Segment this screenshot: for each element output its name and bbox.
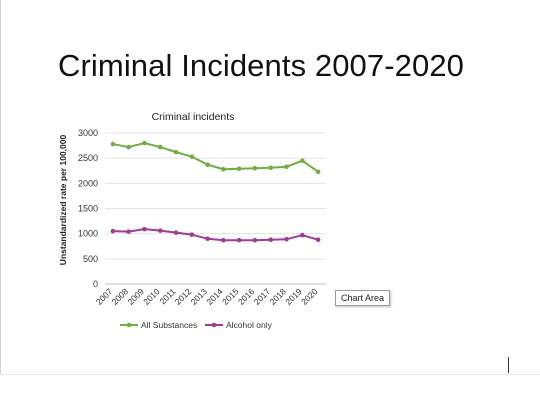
- slide-title[interactable]: Criminal Incidents 2007-2020: [58, 48, 465, 83]
- data-point[interactable]: [142, 226, 147, 232]
- data-point[interactable]: [221, 237, 226, 243]
- data-point[interactable]: [110, 141, 116, 147]
- legend-item[interactable]: Alcohol only: [205, 320, 273, 330]
- text-cursor: [508, 357, 509, 373]
- series-line[interactable]: [111, 142, 320, 173]
- data-point[interactable]: [189, 232, 195, 237]
- legend-marker: [126, 322, 132, 328]
- x-tick-label: 2012: [173, 286, 194, 307]
- data-point[interactable]: [236, 237, 242, 243]
- slide-bottom-edge: [0, 374, 540, 375]
- chart-series[interactable]: [110, 140, 321, 243]
- data-point[interactable]: [205, 162, 210, 168]
- data-point[interactable]: [252, 237, 258, 243]
- data-point[interactable]: [284, 164, 289, 170]
- data-point[interactable]: [142, 140, 147, 146]
- legend-marker: [211, 322, 217, 328]
- data-point[interactable]: [221, 166, 226, 172]
- x-tick-label: 2009: [125, 286, 146, 307]
- data-point[interactable]: [268, 237, 274, 243]
- x-tick-label: 2015: [220, 286, 241, 307]
- data-point[interactable]: [157, 144, 163, 150]
- data-point[interactable]: [205, 236, 210, 241]
- data-point[interactable]: [110, 228, 116, 234]
- y-tick-label: 3000: [78, 128, 98, 138]
- y-axis-tick-labels: 0 500 1000 1500 2000 2500 3000: [78, 128, 98, 289]
- y-axis-label[interactable]: Unstandardized rate per 100,000: [58, 135, 68, 266]
- x-tick-label: 2016: [236, 286, 257, 307]
- x-axis-tick-labels: 2007200820092010201120122013201420152016…: [94, 286, 320, 307]
- legend-label: Alcohol only: [226, 320, 273, 330]
- legend-item[interactable]: All Substances: [120, 320, 197, 330]
- x-tick-label: 2010: [141, 286, 162, 307]
- y-tick-label: 1000: [78, 229, 98, 239]
- x-tick-label: 2008: [110, 286, 131, 307]
- y-tick-label: 2500: [78, 153, 98, 163]
- x-tick-label: 2020: [299, 286, 320, 307]
- chart-gridlines: [105, 132, 326, 285]
- data-point[interactable]: [315, 169, 321, 175]
- x-tick-label: 2007: [94, 286, 115, 307]
- data-point[interactable]: [300, 232, 305, 238]
- y-tick-label: 2000: [78, 178, 98, 188]
- data-point[interactable]: [315, 237, 321, 243]
- x-tick-label: 2011: [157, 286, 177, 306]
- data-point[interactable]: [173, 230, 179, 235]
- data-point[interactable]: [300, 158, 305, 163]
- x-tick-label: 2014: [204, 286, 225, 307]
- x-tick-label: 2019: [283, 286, 304, 307]
- y-tick-label: 0: [93, 279, 98, 289]
- x-tick-label: 2018: [267, 286, 288, 307]
- data-point[interactable]: [284, 236, 289, 242]
- series-line[interactable]: [111, 228, 320, 242]
- data-point[interactable]: [157, 228, 163, 233]
- x-tick-label: 2013: [189, 286, 210, 307]
- data-point[interactable]: [268, 165, 274, 171]
- data-point[interactable]: [126, 144, 131, 150]
- series-1[interactable]: [110, 140, 321, 175]
- data-point[interactable]: [173, 149, 179, 155]
- y-tick-label: 1500: [78, 204, 98, 214]
- slide-left-edge: [0, 0, 1, 375]
- x-tick-label: 2017: [252, 286, 273, 307]
- data-point[interactable]: [252, 165, 258, 171]
- y-tick-label: 500: [83, 254, 98, 264]
- data-point[interactable]: [126, 229, 131, 234]
- series-2[interactable]: [110, 226, 321, 243]
- data-point[interactable]: [189, 154, 195, 159]
- chart-title[interactable]: Criminal incidents: [152, 111, 235, 123]
- chart-area-tooltip: Chart Area: [335, 290, 391, 306]
- chart-legend[interactable]: All Substances Alcohol only: [120, 320, 273, 330]
- legend-label: All Substances: [141, 320, 197, 330]
- data-point[interactable]: [236, 166, 242, 172]
